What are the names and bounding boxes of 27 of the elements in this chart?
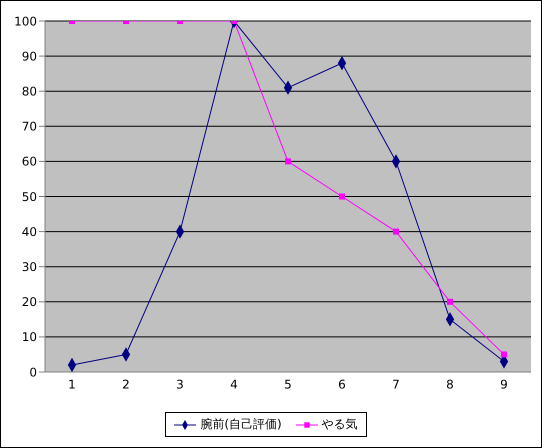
x-tick-label: 1 — [68, 378, 76, 392]
x-tick-label: 4 — [230, 378, 238, 392]
y-tick-label: 50 — [22, 190, 37, 204]
y-tick-label: 30 — [22, 260, 37, 274]
x-tick-label: 6 — [338, 378, 346, 392]
point — [447, 298, 453, 305]
y-tick-label: 60 — [22, 154, 37, 169]
x-tick-label: 9 — [500, 378, 508, 392]
y-tick-label: 100 — [14, 14, 37, 28]
x-tick-label: 3 — [176, 378, 184, 392]
y-tick-label: 40 — [22, 224, 37, 239]
legend-label: 腕前(自己評価) — [199, 416, 282, 433]
x-tick-label: 5 — [284, 378, 292, 392]
y-tick-label: 20 — [22, 295, 37, 310]
legend-label: やる気 — [320, 416, 358, 433]
point — [285, 158, 291, 164]
y-tick-label: 0 — [29, 365, 37, 380]
x-tick-label: 7 — [392, 378, 400, 392]
y-tick-label: 90 — [22, 49, 37, 64]
point — [501, 351, 507, 358]
y-tick-label: 70 — [22, 120, 37, 134]
point — [393, 228, 399, 235]
y-tick-label: 80 — [22, 84, 37, 98]
y-tick-label: 10 — [22, 330, 37, 344]
x-tick-label: 8 — [446, 378, 454, 392]
x-tick-label: 2 — [122, 378, 130, 392]
point — [339, 194, 345, 200]
